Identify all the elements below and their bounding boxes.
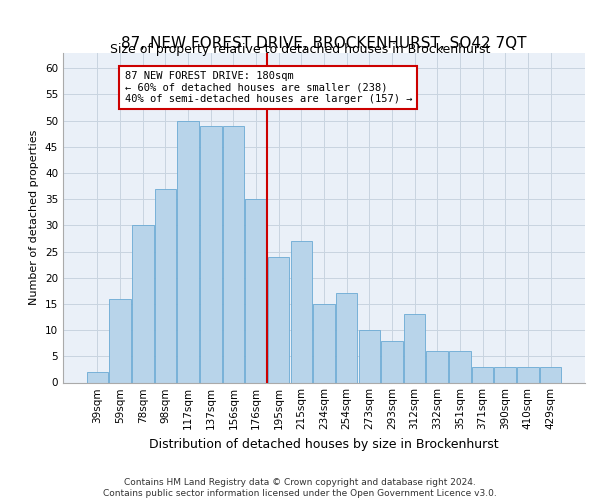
Bar [155,188,176,382]
Bar [472,367,493,382]
Title: 87, NEW FOREST DRIVE, BROCKENHURST, SO42 7QT: 87, NEW FOREST DRIVE, BROCKENHURST, SO42… [121,36,527,52]
Bar [109,298,131,382]
Bar [245,199,267,382]
Bar [313,304,335,382]
Bar [268,257,289,382]
Bar [336,294,358,382]
Bar [404,314,425,382]
Bar [494,367,516,382]
Bar [449,351,470,382]
Bar [178,120,199,382]
Bar [200,126,221,382]
Bar [223,126,244,382]
Y-axis label: Number of detached properties: Number of detached properties [29,130,40,305]
Text: 87 NEW FOREST DRIVE: 180sqm
← 60% of detached houses are smaller (238)
40% of se: 87 NEW FOREST DRIVE: 180sqm ← 60% of det… [125,71,412,104]
Bar [87,372,108,382]
Bar [517,367,539,382]
Bar [381,340,403,382]
Text: Contains HM Land Registry data © Crown copyright and database right 2024.
Contai: Contains HM Land Registry data © Crown c… [103,478,497,498]
Bar [427,351,448,382]
Bar [359,330,380,382]
Bar [290,241,312,382]
Bar [132,226,154,382]
Text: Size of property relative to detached houses in Brockenhurst: Size of property relative to detached ho… [110,42,490,56]
Bar [540,367,561,382]
X-axis label: Distribution of detached houses by size in Brockenhurst: Distribution of detached houses by size … [149,438,499,451]
